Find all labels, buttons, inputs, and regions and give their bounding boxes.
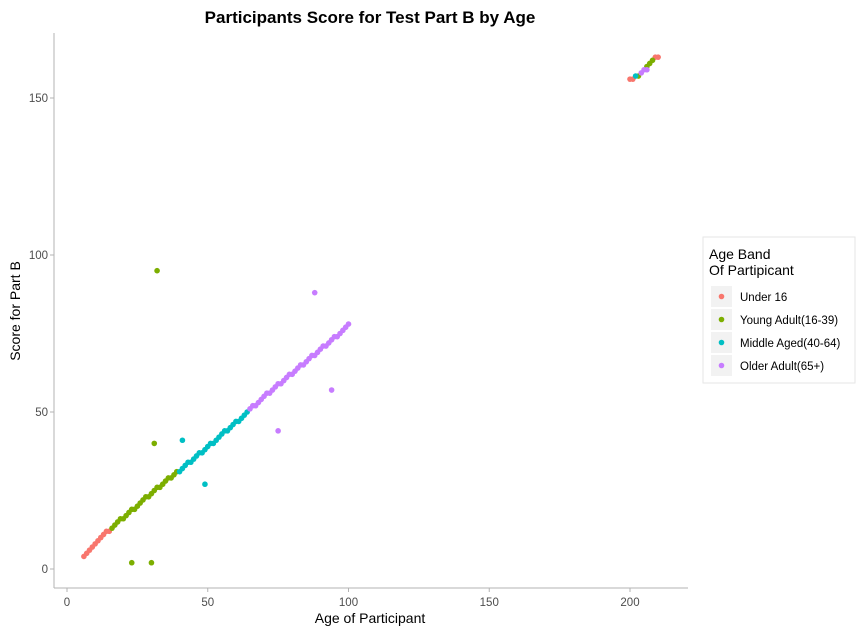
legend-label: Older Adult(65+) bbox=[740, 361, 824, 373]
y-axis-title: Score for Part B bbox=[7, 261, 23, 361]
data-point bbox=[151, 440, 158, 447]
legend-label: Under 16 bbox=[740, 292, 787, 304]
data-point bbox=[649, 57, 656, 64]
y-tick-label: 150 bbox=[29, 93, 48, 105]
x-tick-label: 100 bbox=[339, 597, 358, 609]
x-axis-ticks: 0 50 100 150 200 bbox=[64, 588, 640, 609]
legend-items: Under 16 Young Adult(16-39) Middle Aged(40… bbox=[711, 286, 841, 376]
y-tick-label: 0 bbox=[42, 564, 48, 576]
x-axis-title: Age of Participant bbox=[315, 610, 426, 626]
data-point bbox=[311, 289, 318, 296]
legend-label: Middle Aged(40-64) bbox=[740, 338, 841, 350]
x-tick-label: 200 bbox=[620, 597, 639, 609]
data-point bbox=[154, 267, 160, 274]
legend-title-line-2: Of Partipicant bbox=[709, 262, 794, 278]
data-points bbox=[81, 54, 661, 566]
data-point bbox=[275, 428, 281, 434]
legend: Age Band Of Partipicant Under 16 Young Ad… bbox=[702, 236, 856, 384]
legend-key-dot bbox=[718, 339, 725, 346]
y-axis-ticks: 0 50 100 150 bbox=[29, 93, 54, 576]
data-point bbox=[202, 481, 208, 488]
legend-key-dot bbox=[718, 362, 725, 369]
data-point bbox=[328, 387, 335, 393]
legend-key-dot bbox=[718, 316, 725, 323]
data-point bbox=[148, 559, 155, 566]
legend-title-line-1: Age Band bbox=[709, 246, 771, 262]
legend-label: Young Adult(16-39) bbox=[740, 315, 838, 327]
data-point bbox=[128, 559, 135, 566]
x-tick-label: 0 bbox=[64, 597, 70, 609]
data-point bbox=[632, 73, 639, 79]
data-point bbox=[345, 321, 352, 327]
chart-title: Participants Score for Test Part B by Ag… bbox=[205, 8, 536, 27]
data-point bbox=[644, 66, 650, 73]
data-point bbox=[179, 437, 186, 444]
y-tick-label: 100 bbox=[29, 250, 48, 262]
x-tick-label: 50 bbox=[201, 597, 214, 609]
y-tick-label: 50 bbox=[35, 407, 48, 419]
legend-key-dot bbox=[718, 293, 725, 300]
x-tick-label: 150 bbox=[480, 597, 499, 609]
data-point bbox=[655, 54, 661, 60]
